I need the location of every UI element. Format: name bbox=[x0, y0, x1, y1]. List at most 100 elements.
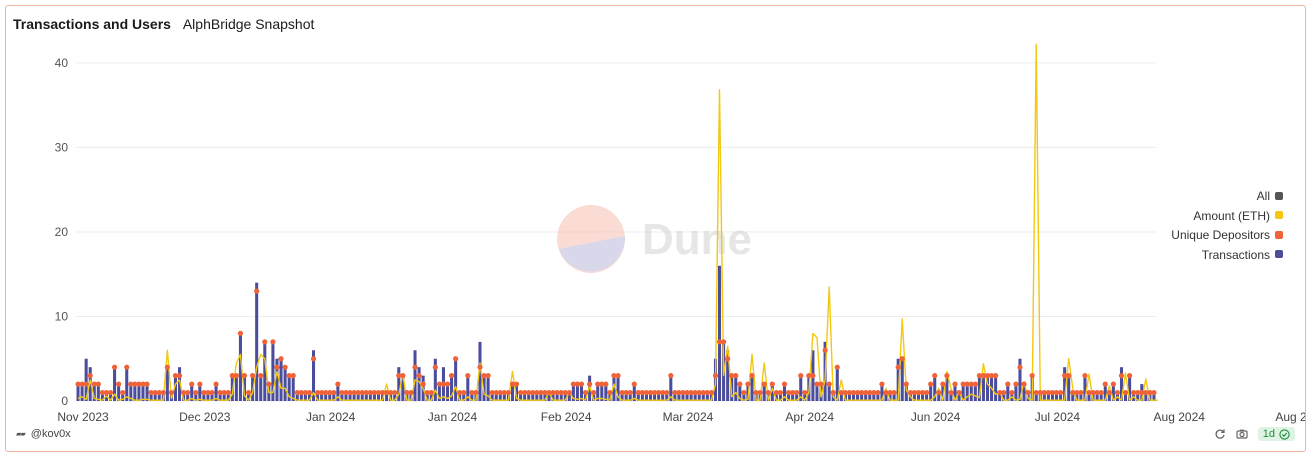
transaction-bar bbox=[486, 375, 490, 401]
depositor-dot bbox=[465, 373, 471, 379]
transaction-bar bbox=[275, 358, 279, 401]
transaction-bar bbox=[178, 367, 182, 401]
depositor-dot bbox=[1021, 381, 1027, 387]
depositor-dot bbox=[550, 389, 556, 396]
depositor-dot bbox=[388, 389, 394, 396]
transaction-bar bbox=[336, 384, 340, 401]
author-handle[interactable]: @kov0x bbox=[30, 428, 71, 440]
camera-icon[interactable] bbox=[1236, 428, 1248, 440]
refresh-icon[interactable] bbox=[1214, 428, 1226, 440]
transaction-bar bbox=[348, 392, 352, 401]
depositor-dot bbox=[351, 389, 357, 396]
transaction-bar bbox=[612, 375, 616, 401]
transaction-bar bbox=[389, 392, 393, 401]
transaction-bar bbox=[417, 367, 421, 401]
depositor-dot bbox=[546, 389, 552, 396]
depositor-dot bbox=[924, 389, 930, 396]
depositor-dot bbox=[517, 389, 524, 396]
depositor-dot bbox=[899, 356, 905, 362]
transaction-bar bbox=[815, 384, 819, 401]
transaction-bar bbox=[494, 392, 498, 401]
depositor-dot bbox=[708, 389, 715, 396]
transaction-bar bbox=[880, 384, 884, 401]
transaction-bar bbox=[608, 392, 612, 401]
transaction-bar bbox=[644, 392, 648, 401]
depositor-dot bbox=[623, 389, 629, 396]
depositor-dot bbox=[176, 373, 183, 379]
depositor-dot bbox=[189, 381, 195, 387]
legend-item-unique-depositors[interactable]: Unique Depositors bbox=[1171, 226, 1283, 246]
depositor-dot bbox=[664, 389, 670, 396]
depositor-dot bbox=[513, 381, 520, 387]
depositor-dot bbox=[895, 364, 901, 370]
legend-item-all[interactable]: All bbox=[1171, 187, 1283, 207]
depositor-dot bbox=[794, 389, 800, 396]
depositor-dot bbox=[116, 381, 122, 387]
transaction-bar bbox=[466, 375, 470, 401]
x-tick-label: Feb 2024 bbox=[541, 410, 592, 424]
transaction-bar bbox=[238, 333, 242, 401]
depositor-dot bbox=[180, 389, 187, 396]
x-tick-label: Apr 2024 bbox=[785, 410, 834, 424]
legend-item-transactions[interactable]: Transactions bbox=[1171, 246, 1283, 266]
depositor-dot bbox=[582, 389, 589, 396]
transaction-bar bbox=[592, 392, 596, 401]
transaction-bar bbox=[876, 392, 880, 401]
transaction-bar bbox=[1067, 375, 1071, 401]
depositor-dot bbox=[692, 389, 698, 396]
depositor-dot bbox=[660, 389, 666, 396]
depositor-dot bbox=[574, 381, 581, 387]
chart-title: Transactions and Users bbox=[13, 16, 171, 32]
depositor-dot bbox=[282, 364, 288, 370]
transaction-bar bbox=[904, 384, 908, 401]
transaction-bar bbox=[648, 392, 653, 401]
depositor-dot bbox=[936, 389, 942, 396]
transaction-bar bbox=[636, 392, 640, 401]
depositor-dot bbox=[164, 364, 170, 370]
depositor-dot bbox=[993, 373, 999, 379]
transaction-bar bbox=[677, 392, 681, 401]
depositor-dot bbox=[493, 389, 499, 396]
transaction-bar bbox=[693, 392, 697, 401]
depositor-dot bbox=[696, 389, 702, 396]
depositor-dot bbox=[481, 373, 487, 379]
y-tick-label: 0 bbox=[61, 394, 68, 408]
depositor-dot bbox=[270, 339, 276, 345]
depositor-dot bbox=[221, 389, 227, 396]
transaction-bar bbox=[279, 358, 283, 401]
transaction-bar bbox=[563, 392, 567, 401]
legend-item-amount[interactable]: Amount (ETH) bbox=[1171, 207, 1283, 227]
transaction-bar bbox=[515, 384, 519, 401]
depositor-dot bbox=[729, 373, 735, 379]
transaction-bar bbox=[76, 384, 80, 401]
depositor-dot bbox=[1070, 389, 1076, 396]
depositor-dot bbox=[554, 389, 560, 396]
transaction-bar bbox=[896, 358, 900, 401]
depositor-dot bbox=[428, 389, 434, 396]
depositor-dot bbox=[327, 389, 333, 396]
depositor-dot bbox=[948, 389, 954, 396]
refresh-badge[interactable]: 1d bbox=[1257, 427, 1295, 441]
transaction-bar bbox=[799, 375, 803, 401]
depositor-dot bbox=[1131, 389, 1137, 396]
transaction-bar bbox=[88, 367, 92, 401]
depositor-dot bbox=[396, 373, 402, 379]
transaction-bar bbox=[340, 392, 344, 401]
transaction-bar bbox=[210, 392, 214, 401]
depositor-dot bbox=[716, 339, 723, 345]
transaction-bar bbox=[1111, 384, 1115, 401]
transaction-bar bbox=[137, 384, 141, 401]
transaction-bar bbox=[149, 392, 153, 401]
transaction-bar bbox=[937, 392, 941, 401]
transaction-bar bbox=[234, 375, 238, 401]
transaction-bar bbox=[222, 392, 226, 401]
transaction-bar bbox=[311, 350, 316, 401]
transaction-bar bbox=[397, 367, 401, 401]
y-tick-label: 20 bbox=[55, 225, 69, 239]
transaction-bar bbox=[726, 350, 730, 401]
transaction-bar bbox=[1128, 375, 1132, 401]
depositor-dot bbox=[526, 389, 532, 396]
transaction-bar bbox=[230, 375, 234, 401]
transaction-bar bbox=[1124, 392, 1128, 401]
transaction-bar bbox=[734, 375, 738, 401]
